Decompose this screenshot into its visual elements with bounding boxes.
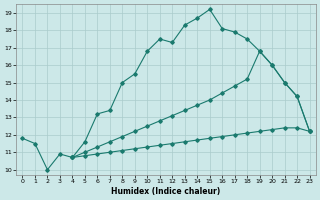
X-axis label: Humidex (Indice chaleur): Humidex (Indice chaleur) bbox=[111, 187, 221, 196]
